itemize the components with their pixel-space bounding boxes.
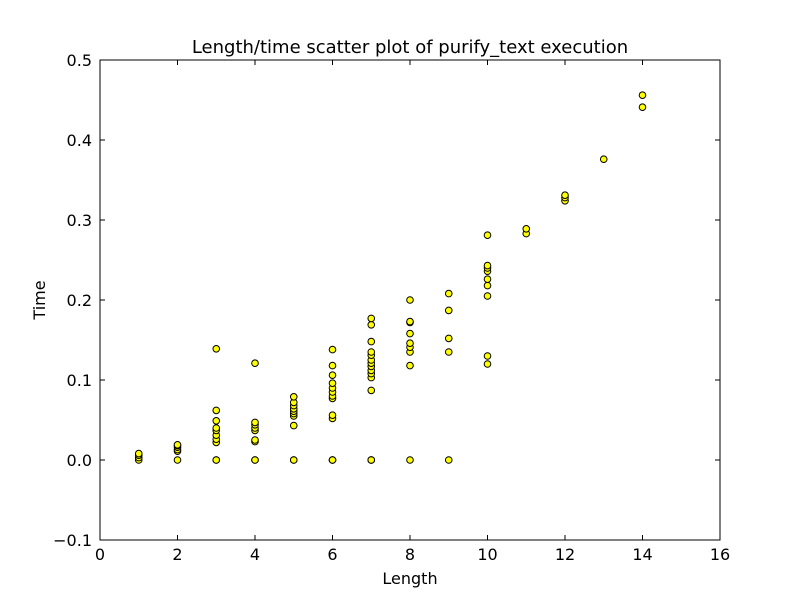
y-tick-label: 0.4	[67, 131, 92, 150]
data-point	[173, 456, 182, 464]
x-tick-label: 14	[632, 545, 652, 564]
data-point	[406, 317, 414, 326]
data-point	[289, 421, 298, 430]
data-point	[406, 339, 414, 348]
data-point	[251, 436, 259, 444]
y-axis-label: Time	[30, 280, 49, 320]
data-point	[406, 329, 414, 338]
data-point	[406, 361, 414, 370]
data-point	[406, 296, 414, 304]
y-tick-label: 0.5	[67, 51, 92, 70]
data-point	[522, 225, 531, 233]
x-tick-label: 6	[327, 545, 337, 564]
data-points	[134, 91, 647, 464]
data-point	[328, 411, 337, 420]
data-point	[212, 406, 221, 415]
x-tick-label: 12	[555, 545, 575, 564]
data-point	[328, 345, 337, 354]
data-point	[599, 155, 608, 163]
data-point	[483, 281, 492, 290]
data-point	[638, 91, 647, 99]
data-point	[367, 348, 376, 356]
x-tick-label: 16	[710, 545, 730, 564]
data-point	[483, 292, 492, 300]
y-tick-label: 0.3	[67, 211, 92, 230]
data-point	[444, 348, 453, 356]
data-point	[638, 103, 647, 111]
data-point	[328, 379, 337, 388]
y-tick-label: 0.0	[67, 451, 92, 470]
data-point	[444, 306, 453, 315]
data-point	[134, 449, 143, 458]
y-tick-label: 0.1	[67, 371, 92, 390]
data-point	[328, 371, 337, 380]
data-point	[483, 352, 492, 360]
y-tick-label: 0.2	[67, 291, 92, 310]
data-point	[444, 334, 453, 343]
data-point	[367, 456, 376, 464]
data-point	[483, 275, 492, 284]
x-tick-label: 8	[405, 545, 415, 564]
data-point	[483, 231, 492, 239]
data-point	[212, 345, 221, 353]
data-point	[444, 289, 453, 298]
y-tick-label: −0.1	[53, 531, 92, 550]
data-point	[367, 337, 376, 346]
data-point	[212, 424, 221, 432]
data-point	[483, 360, 492, 368]
data-point	[212, 456, 221, 464]
chart-title: Length/time scatter plot of purify_text …	[192, 37, 628, 58]
x-axis-label: Length	[382, 569, 437, 588]
data-point	[289, 393, 298, 401]
data-point	[561, 191, 569, 199]
x-tick-label: 10	[477, 545, 497, 564]
x-tick-label: 2	[172, 545, 182, 564]
data-point	[444, 456, 453, 464]
x-tick-label: 0	[95, 545, 105, 564]
data-point	[251, 456, 259, 464]
data-point	[212, 417, 221, 425]
data-point	[367, 321, 376, 329]
data-point	[173, 441, 182, 449]
data-point	[251, 418, 259, 427]
data-point	[367, 314, 376, 323]
data-point	[328, 361, 337, 370]
data-point	[406, 456, 414, 464]
axis-ticks: 0 2 4 6 8 10 12 14 16 −0.1 0.0 0.1 0.2 0.3 0.4 0.5	[53, 51, 730, 564]
x-tick-label: 4	[250, 545, 260, 564]
data-point	[251, 359, 259, 368]
data-point	[483, 261, 492, 270]
data-point	[367, 386, 376, 395]
data-point	[328, 456, 337, 464]
data-point	[289, 456, 298, 464]
